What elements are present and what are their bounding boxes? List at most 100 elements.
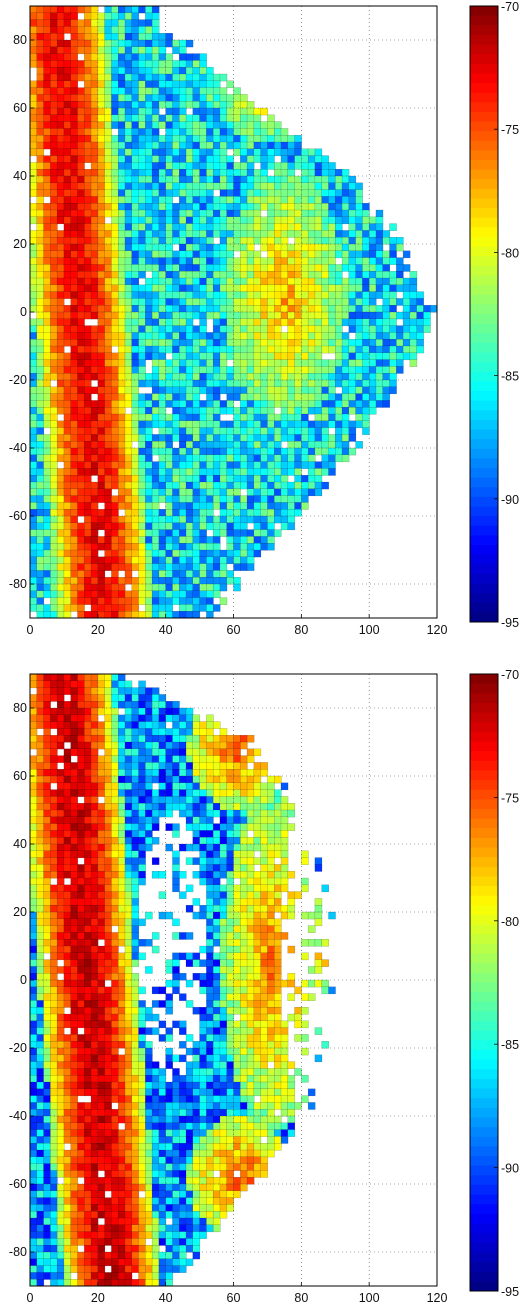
heatmap-cell	[246, 175, 255, 184]
heatmap-cell	[314, 162, 323, 170]
heatmap-cell	[192, 107, 201, 116]
heatmap-cell	[36, 768, 45, 777]
heatmap-cell	[97, 148, 106, 157]
heatmap-cell	[226, 407, 234, 415]
heatmap-cell	[36, 311, 45, 320]
heatmap-cell	[111, 427, 119, 435]
heatmap-cell	[185, 495, 194, 503]
heatmap-cell	[36, 583, 45, 592]
heatmap-cell	[233, 277, 241, 286]
heatmap-cell	[233, 454, 241, 463]
heatmap-cell	[50, 522, 58, 531]
heatmap-cell	[29, 468, 38, 476]
heatmap-cell	[70, 1170, 78, 1178]
heatmap-cell	[226, 332, 234, 340]
colorbar-segment	[470, 237, 498, 248]
heatmap-cell	[63, 1204, 72, 1212]
heatmap-cell	[240, 100, 248, 109]
heatmap-cell	[301, 352, 309, 361]
heatmap-cell	[104, 556, 112, 565]
heatmap-cell	[29, 1163, 38, 1171]
heatmap-cell	[29, 755, 38, 763]
heatmap-cell	[97, 19, 106, 27]
heatmap-cell	[90, 509, 99, 517]
heatmap-cell	[124, 94, 133, 102]
heatmap-cell	[226, 366, 234, 374]
heatmap-cell	[84, 932, 92, 940]
heatmap-cell	[29, 515, 38, 524]
heatmap-cell	[70, 911, 78, 920]
heatmap-cell	[43, 216, 51, 225]
heatmap-cell	[111, 714, 119, 723]
heatmap-cell	[402, 264, 411, 272]
heatmap-cell	[84, 175, 92, 184]
heatmap-cell	[206, 196, 214, 204]
heatmap-cell	[90, 1143, 99, 1151]
x-tick-label: 40	[159, 623, 173, 637]
heatmap-cell	[233, 264, 241, 272]
heatmap-cell	[138, 325, 146, 333]
heatmap-cell	[287, 291, 296, 299]
heatmap-cell	[97, 373, 106, 381]
heatmap-cell	[219, 373, 228, 381]
heatmap-cell	[77, 673, 85, 682]
heatmap-cell	[70, 925, 78, 933]
heatmap-cell	[36, 1143, 45, 1151]
heatmap-cell	[56, 939, 65, 947]
heatmap-cell	[63, 850, 72, 859]
heatmap-cell	[172, 393, 180, 401]
heatmap-cell	[423, 311, 431, 320]
heatmap-cell	[63, 1211, 72, 1219]
heatmap-cell	[185, 529, 194, 537]
heatmap-cell	[233, 216, 241, 225]
heatmap-cell	[84, 332, 92, 340]
heatmap-cell	[97, 488, 106, 497]
heatmap-cell	[97, 570, 106, 578]
heatmap-cell	[138, 39, 146, 48]
heatmap-cell	[29, 434, 38, 442]
heatmap-cell	[97, 973, 106, 981]
heatmap-cell	[199, 413, 207, 422]
heatmap-cell	[212, 94, 221, 102]
heatmap-cell	[63, 1183, 72, 1192]
heatmap-cell	[287, 175, 296, 184]
heatmap-cell	[179, 250, 187, 259]
heatmap-cell	[131, 495, 140, 503]
heatmap-cell	[111, 1068, 119, 1076]
heatmap-cell	[267, 339, 275, 347]
heatmap-cell	[117, 66, 126, 75]
heatmap-cell	[111, 216, 119, 225]
heatmap-cell	[321, 318, 329, 327]
heatmap-cell	[321, 202, 329, 211]
heatmap-cell	[165, 202, 173, 211]
heatmap-cell	[104, 386, 112, 395]
x-tick-label: 120	[427, 623, 448, 637]
heatmap-cell	[117, 26, 126, 34]
heatmap-cell	[43, 932, 51, 940]
heatmap-cell	[165, 461, 173, 469]
heatmap-cell	[158, 495, 167, 503]
heatmap-cell	[321, 400, 329, 408]
heatmap-cell	[219, 141, 228, 150]
heatmap-cell	[70, 583, 78, 592]
heatmap-cell	[321, 441, 329, 449]
heatmap-cell	[77, 400, 85, 408]
heatmap-cell	[77, 427, 85, 435]
heatmap-cell	[36, 570, 45, 578]
heatmap-cell	[362, 393, 370, 401]
heatmap-cell	[145, 454, 153, 463]
heatmap-cell	[104, 339, 112, 347]
y-tick-label: 60	[13, 101, 27, 115]
heatmap-cell	[212, 577, 221, 585]
heatmap-cell	[219, 182, 228, 191]
heatmap-cell	[335, 311, 343, 320]
heatmap-cell	[131, 590, 140, 599]
heatmap-cell	[56, 543, 65, 551]
heatmap-cell	[328, 236, 336, 245]
heatmap-cell	[131, 46, 140, 55]
heatmap-cell	[50, 100, 58, 109]
heatmap-cell	[253, 277, 262, 286]
heatmap-cell	[36, 121, 45, 129]
heatmap-cell	[70, 1129, 78, 1137]
heatmap-cell	[70, 134, 78, 143]
